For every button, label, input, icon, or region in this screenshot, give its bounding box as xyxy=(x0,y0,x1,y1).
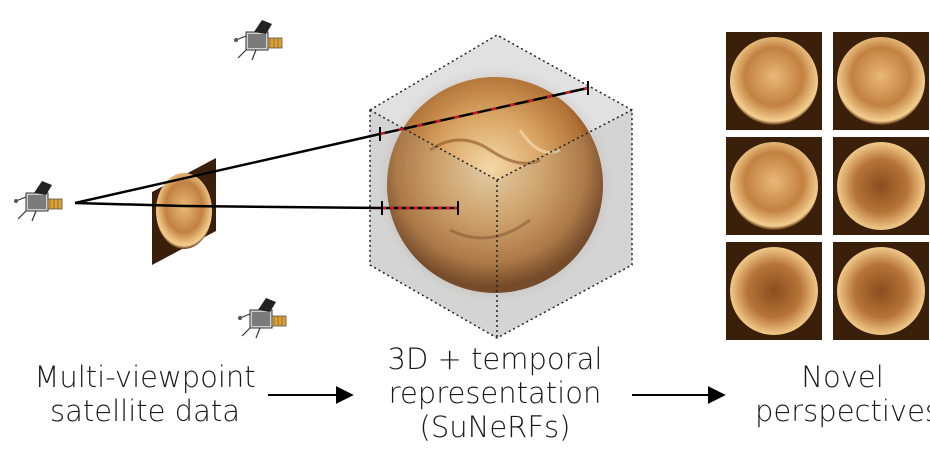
novel-views-grid xyxy=(726,32,929,340)
label-input-line-1: Multi-viewpoint xyxy=(34,360,256,394)
label-input-line-2: satellite data xyxy=(49,394,240,428)
label-output: Novel perspectives xyxy=(755,360,930,428)
satellite-icon-bottom xyxy=(237,297,287,339)
satellite-icon-top xyxy=(233,19,283,61)
label-input-data: Multi-viewpoint satellite data xyxy=(20,360,270,428)
label-representation-line-2: representation xyxy=(388,376,602,410)
label-representation-line-3: (SuNeRFs) xyxy=(419,410,571,444)
cube-edges xyxy=(369,34,633,339)
satellite-icon-left xyxy=(13,180,63,222)
label-output-line-1: Novel xyxy=(801,360,884,394)
label-output-line-2: perspectives xyxy=(755,394,930,428)
observation-image-icon xyxy=(152,158,216,265)
label-representation-line-1: 3D + temporal xyxy=(387,342,603,376)
cube-volume xyxy=(370,35,632,338)
sun-sphere xyxy=(387,77,603,293)
ray-bottom xyxy=(74,201,459,215)
ray-top xyxy=(74,81,589,205)
label-representation: 3D + temporal representation (SuNeRFs) xyxy=(370,342,620,444)
